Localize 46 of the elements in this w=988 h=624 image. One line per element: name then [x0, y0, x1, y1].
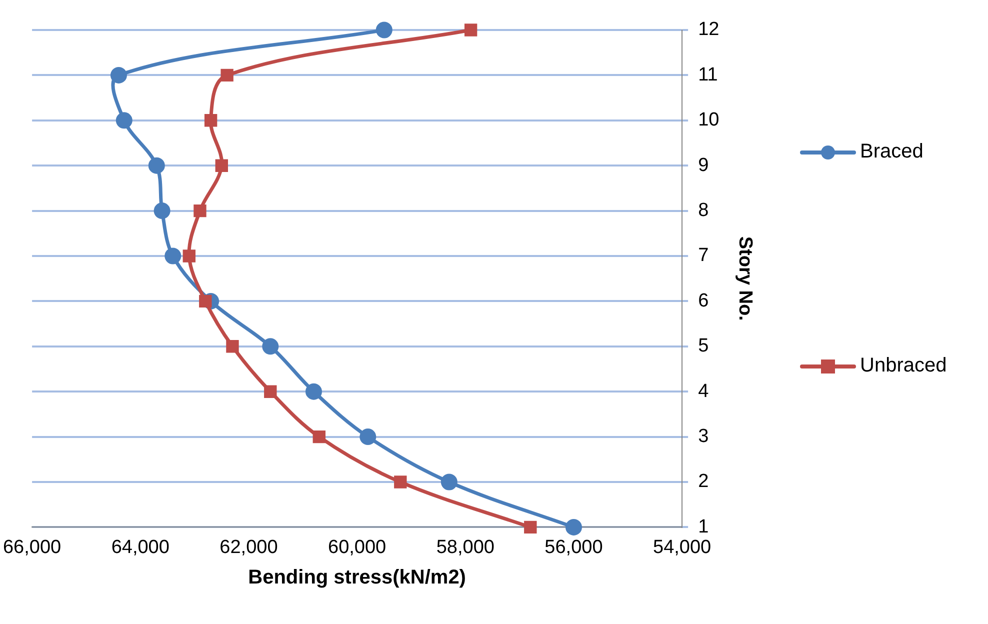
point [194, 204, 206, 218]
y-tick-label: 2 [698, 471, 709, 492]
point [154, 202, 170, 220]
y-tick-label: 7 [698, 245, 709, 266]
point [226, 340, 239, 353]
point [164, 248, 182, 264]
point [312, 430, 326, 444]
point [262, 338, 279, 355]
point [110, 66, 127, 84]
point [220, 68, 234, 82]
y-tick-label: 10 [698, 110, 720, 131]
x-tick-label: 66,000 [2, 536, 62, 558]
point [360, 428, 376, 446]
legend-label: Braced [860, 140, 924, 164]
point [204, 114, 218, 127]
y-tick-label: 11 [698, 64, 718, 86]
point [199, 294, 212, 308]
x-tick-label: 64,000 [111, 536, 170, 558]
x-tick-label: 54,000 [653, 536, 712, 558]
y-tick-label: 4 [698, 380, 710, 402]
x-tick-label: 58,000 [436, 536, 494, 558]
y-axis-title: Story No. [734, 236, 756, 321]
y-tick-label: 12 [698, 19, 720, 40]
point [394, 476, 407, 488]
point [464, 24, 478, 36]
y-tick-label: 9 [698, 154, 709, 176]
point [116, 112, 132, 129]
point [148, 157, 165, 174]
point [215, 159, 228, 172]
point [440, 474, 458, 490]
point [376, 22, 392, 38]
legend-label: Unbraced [860, 354, 947, 378]
point [565, 518, 582, 536]
x-tick-label: 56,000 [544, 536, 603, 558]
y-tick-label: 8 [698, 200, 709, 222]
y-tick-label: 3 [698, 426, 709, 448]
point [182, 250, 196, 262]
point [264, 385, 277, 398]
y-tick-label: 6 [698, 290, 709, 312]
y-tick-label: 1 [698, 516, 709, 538]
y-tick-label: 5 [698, 336, 709, 357]
point [524, 520, 537, 534]
point [305, 383, 322, 400]
x-tick-label: 62,000 [220, 536, 278, 558]
x-axis-title: Bending stress(kN/m2) [248, 566, 466, 589]
x-tick-label: 60,000 [328, 536, 386, 558]
